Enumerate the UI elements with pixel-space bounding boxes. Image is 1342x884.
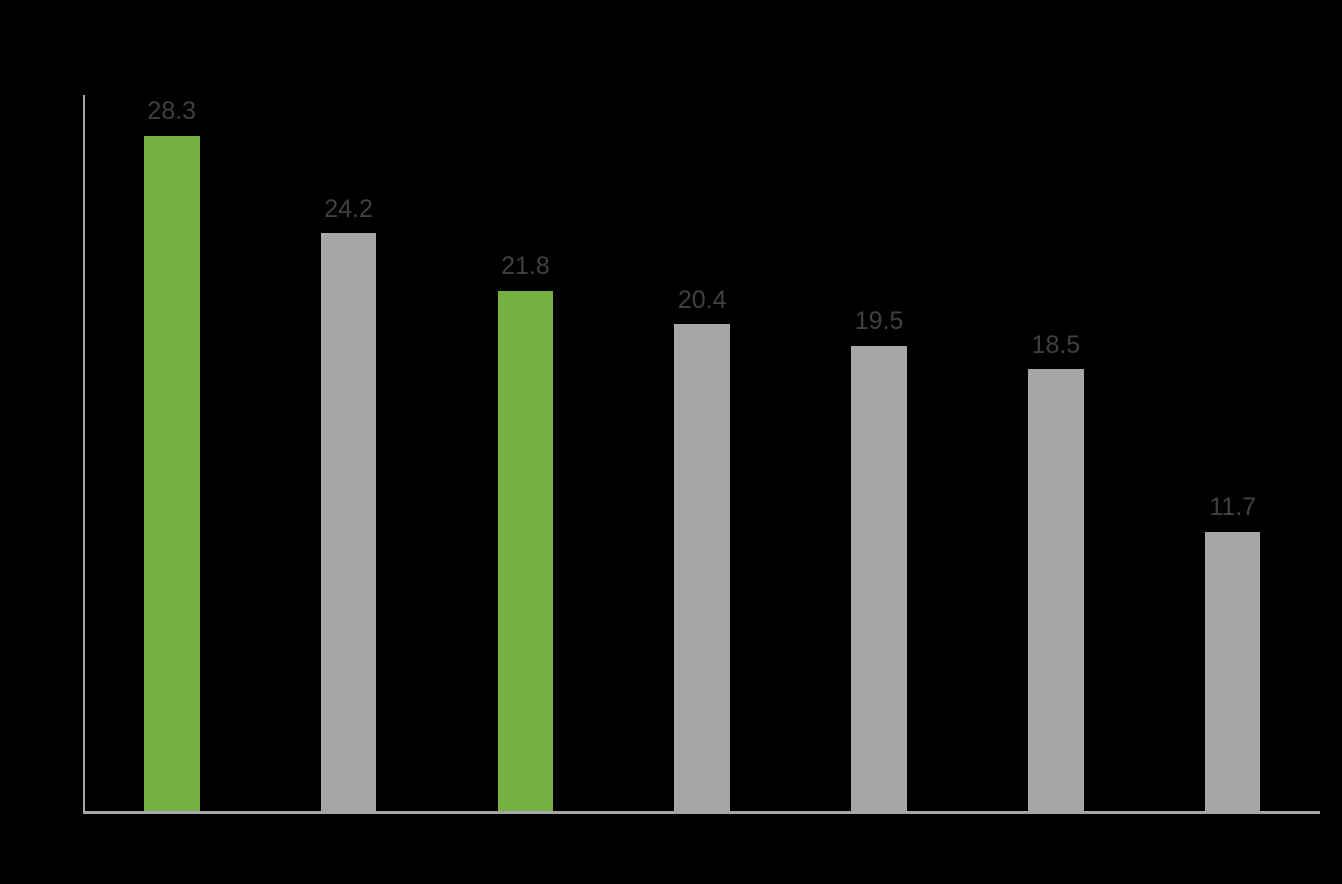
bar-value-label: 18.5 <box>1031 330 1081 359</box>
bar <box>674 324 730 811</box>
bar-value-label: 28.3 <box>147 97 197 126</box>
bar <box>144 135 200 811</box>
bar <box>497 290 554 811</box>
bar-value-label: 19.5 <box>854 307 904 336</box>
y-axis-line <box>83 95 85 814</box>
bar <box>1204 531 1261 811</box>
x-axis-line <box>83 811 1320 814</box>
bar-value-label: 11.7 <box>1209 493 1257 522</box>
bar <box>320 233 377 811</box>
bar-value-label: 20.4 <box>677 285 727 314</box>
bar <box>1028 369 1084 811</box>
bar <box>851 345 907 811</box>
bar-value-label: 24.2 <box>324 194 373 223</box>
bar-value-label: 21.8 <box>501 252 550 281</box>
